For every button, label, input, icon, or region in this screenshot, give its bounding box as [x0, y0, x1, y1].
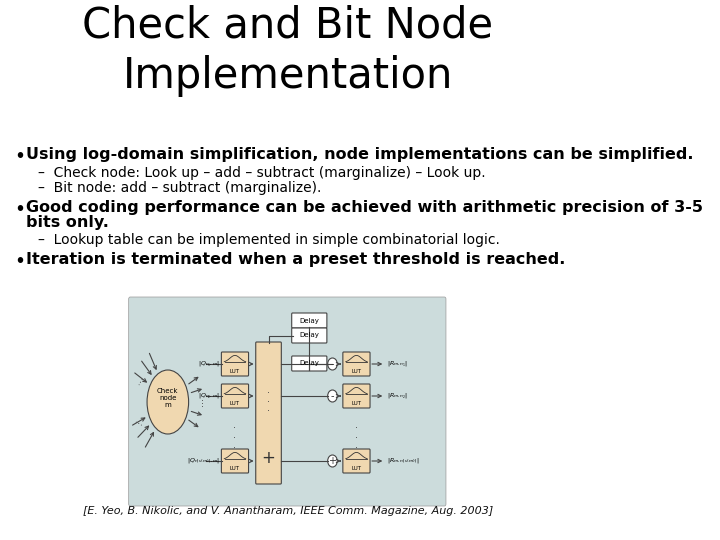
- Circle shape: [328, 455, 337, 467]
- FancyBboxPatch shape: [343, 352, 370, 376]
- FancyBboxPatch shape: [256, 342, 282, 484]
- Text: $|R_{m,n|v(m)|}|$: $|R_{m,n|v(m)|}|$: [387, 457, 419, 465]
- Text: •: •: [14, 200, 25, 219]
- Text: •: •: [14, 147, 25, 166]
- Text: Check and Bit Node
Implementation: Check and Bit Node Implementation: [82, 5, 493, 97]
- Text: –  Bit node: add – subtract (marginalize).: – Bit node: add – subtract (marginalize)…: [38, 181, 322, 195]
- Text: Check
node
m: Check node m: [157, 388, 179, 408]
- FancyBboxPatch shape: [221, 384, 248, 408]
- Text: -: -: [330, 359, 334, 369]
- Circle shape: [328, 390, 337, 402]
- Text: Delay: Delay: [300, 361, 319, 367]
- Ellipse shape: [147, 370, 189, 434]
- Text: .
.
.: . . .: [355, 420, 358, 450]
- Text: .
.
.: . . .: [233, 420, 236, 450]
- Text: +: +: [261, 449, 276, 467]
- Text: LUT: LUT: [230, 401, 240, 406]
- Text: $|R_{m,n_1}|$: $|R_{m,n_1}|$: [387, 360, 408, 368]
- Text: +: +: [328, 456, 336, 466]
- Text: LUT: LUT: [230, 368, 240, 374]
- Text: bits only.: bits only.: [27, 215, 109, 230]
- Text: Delay: Delay: [300, 333, 319, 339]
- Circle shape: [328, 358, 337, 370]
- Text: Using log-domain simplification, node implementations can be simplified.: Using log-domain simplification, node im…: [27, 147, 694, 162]
- Text: $|Q_{n_1,m}|$: $|Q_{n_1,m}|$: [198, 360, 220, 368]
- Text: LUT: LUT: [230, 465, 240, 470]
- Text: ...: ...: [132, 415, 145, 429]
- Text: $|Q_{n|v(m)|,m}|$: $|Q_{n|v(m)|,m}|$: [186, 457, 220, 465]
- Text: Delay: Delay: [300, 318, 319, 323]
- Text: [E. Yeo, B. Nikolic, and V. Anantharam, IEEE Comm. Magazine, Aug. 2003]: [E. Yeo, B. Nikolic, and V. Anantharam, …: [83, 506, 492, 516]
- Text: LUT: LUT: [351, 465, 361, 470]
- Text: Good coding performance can be achieved with arithmetic precision of 3-5: Good coding performance can be achieved …: [27, 200, 703, 215]
- FancyBboxPatch shape: [292, 356, 327, 371]
- Text: –  Check node: Look up – add – subtract (marginalize) – Look up.: – Check node: Look up – add – subtract (…: [38, 166, 486, 180]
- Text: ...: ...: [132, 374, 145, 387]
- Text: LUT: LUT: [351, 368, 361, 374]
- FancyBboxPatch shape: [221, 352, 248, 376]
- FancyBboxPatch shape: [221, 449, 248, 473]
- Text: –  Lookup table can be implemented in simple combinatorial logic.: – Lookup table can be implemented in sim…: [38, 233, 500, 247]
- Text: -: -: [330, 391, 334, 401]
- FancyBboxPatch shape: [343, 384, 370, 408]
- Text: LUT: LUT: [351, 401, 361, 406]
- FancyBboxPatch shape: [129, 297, 446, 506]
- FancyBboxPatch shape: [292, 328, 327, 343]
- Text: .
.
.: . . .: [267, 385, 270, 413]
- Text: ...: ...: [195, 397, 204, 407]
- FancyBboxPatch shape: [292, 313, 327, 328]
- Text: $|Q_{n_2,m}|$: $|Q_{n_2,m}|$: [198, 392, 220, 401]
- Text: Iteration is terminated when a preset threshold is reached.: Iteration is terminated when a preset th…: [27, 252, 566, 267]
- FancyBboxPatch shape: [343, 449, 370, 473]
- Text: •: •: [14, 252, 25, 271]
- Text: $|R_{m,n_2}|$: $|R_{m,n_2}|$: [387, 392, 408, 401]
